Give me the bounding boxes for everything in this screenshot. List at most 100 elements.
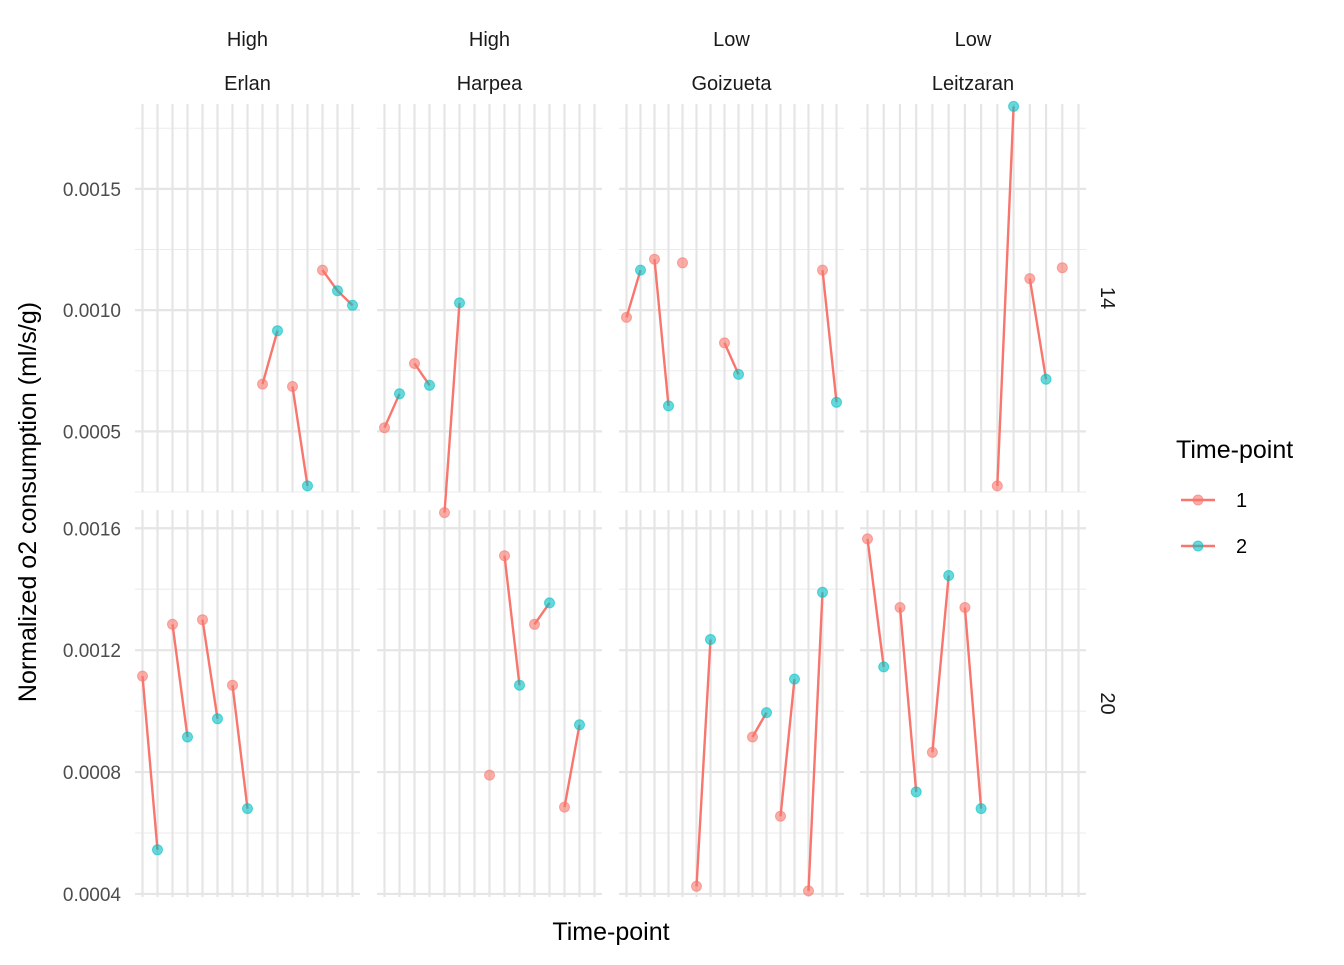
point-timepoint-2 [332,285,343,297]
y-tick-label: 0.0010 [63,301,121,322]
series-line [653,259,670,407]
column-strip-label-bottom: Harpea [457,73,523,95]
panel-marks [621,253,842,412]
legend-key-point [1192,494,1204,506]
point-timepoint-1 [894,602,906,613]
panel-marks [862,533,987,815]
legend-entry: 2 [1181,536,1247,558]
point-timepoint-1 [747,731,758,743]
point-timepoint-1 [529,618,540,630]
panel-marks [991,100,1068,492]
point-timepoint-1 [409,358,420,369]
series-line [695,639,712,887]
point-timepoint-2 [831,396,842,408]
point-timepoint-2 [454,297,465,309]
point-timepoint-1 [775,810,786,822]
column-strip-label-bottom: Leitzaran [932,73,1014,95]
point-timepoint-2 [789,673,800,685]
point-timepoint-1 [257,378,268,390]
row-strip-label: 14 [1096,287,1118,309]
series-line [443,302,461,513]
panel-grid [135,104,360,493]
panel-marks [257,264,358,492]
legend-entry-label: 1 [1236,490,1247,512]
series-line [383,393,401,429]
legend-title: Time-point [1176,436,1293,464]
point-timepoint-1 [1056,262,1068,274]
column-strip-label-top: Low [955,29,992,51]
point-timepoint-1 [691,880,702,892]
x-axis-title: Time-point [552,918,669,946]
point-timepoint-2 [394,388,405,400]
point-timepoint-1 [926,746,938,758]
point-timepoint-1 [649,253,660,265]
series-line [931,575,950,753]
series-line [563,724,581,808]
point-timepoint-1 [137,670,148,682]
point-timepoint-1 [287,381,298,392]
point-timepoint-1 [719,337,730,349]
point-timepoint-2 [347,299,358,311]
point-timepoint-2 [424,379,435,391]
panel-grid [377,510,602,897]
point-timepoint-2 [635,264,646,276]
point-timepoint-1 [227,679,238,691]
legend-key-point [1192,540,1204,552]
column-strip-label-top: High [227,29,268,51]
point-timepoint-2 [182,731,193,743]
series-line [821,269,838,403]
panel-grid [135,510,360,897]
series-line [261,330,279,385]
point-timepoint-2 [705,634,716,645]
point-timepoint-1 [991,480,1003,492]
point-timepoint-2 [1008,100,1020,112]
point-timepoint-2 [943,570,955,581]
point-timepoint-2 [574,719,585,731]
panel-grid [860,510,1086,897]
labels-layer: Normalized o2 consumption (ml/s/g) Time-… [14,29,1293,946]
point-timepoint-1 [559,801,570,813]
point-timepoint-2 [817,586,828,598]
legend-entry-label: 2 [1236,536,1247,558]
panel-marks [484,550,585,813]
series-line [291,386,309,487]
point-timepoint-2 [1040,373,1052,385]
column-strip-label-bottom: Erlan [224,73,271,95]
panel-grid [377,104,602,493]
column-strip-label-top: Low [713,29,750,51]
point-timepoint-2 [910,786,922,798]
point-timepoint-2 [761,707,772,719]
point-timepoint-2 [152,844,163,856]
grid-layer [135,104,1086,897]
point-timepoint-1 [379,422,390,434]
series-line [723,342,740,375]
panel-marks [691,586,828,897]
point-timepoint-1 [621,311,632,323]
series-line [171,624,189,738]
series-line [779,678,796,817]
point-timepoint-1 [1024,273,1036,285]
y-axis-title: Normalized o2 consumption (ml/s/g) [14,302,42,702]
column-strip-label-top: High [469,29,510,51]
series-line [201,619,219,719]
y-tick-label: 0.0008 [63,763,121,784]
point-timepoint-1 [817,264,828,276]
point-timepoint-1 [484,769,495,781]
point-timepoint-1 [677,257,688,269]
point-timepoint-2 [514,679,525,691]
point-timepoint-2 [212,713,223,725]
series-line [1028,278,1048,380]
point-timepoint-1 [167,618,178,630]
series-line [963,607,983,809]
point-timepoint-1 [197,614,208,626]
y-tick-label: 0.0015 [63,180,121,201]
marks-layer [137,100,1068,897]
y-tick-label: 0.0004 [63,885,122,906]
series-line [625,269,642,318]
series-line [807,592,824,891]
point-timepoint-2 [975,803,987,815]
point-timepoint-2 [878,661,890,673]
legend: 12 [1181,490,1247,558]
